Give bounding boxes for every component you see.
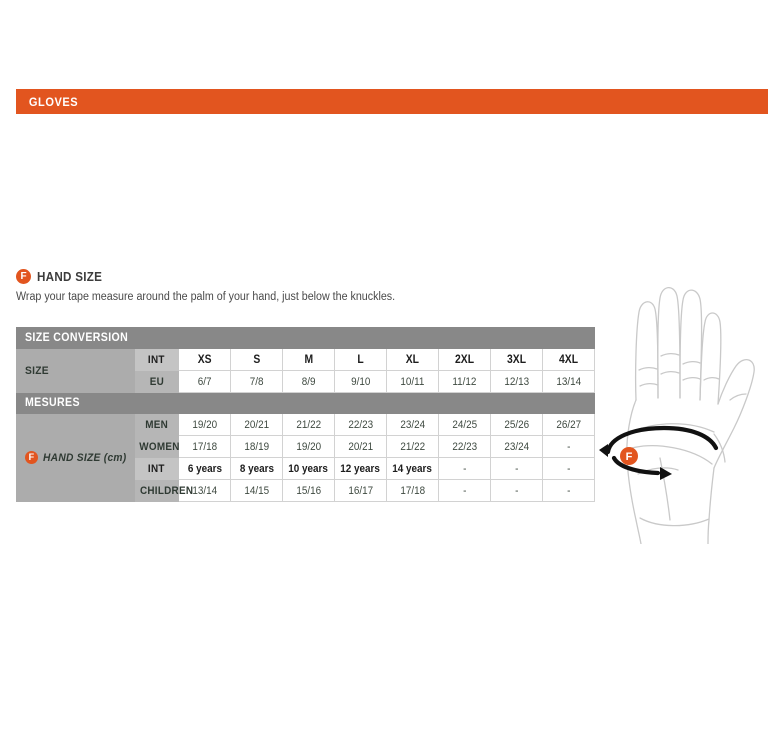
group-label-size: SIZE	[16, 348, 135, 393]
cell: 15/16	[282, 479, 335, 502]
header-title: GLOVES	[28, 94, 79, 109]
f-badge-icon: F	[16, 269, 31, 284]
table-row: F HAND SIZE (cm) MEN 19/20 20/21 21/22 2…	[16, 413, 596, 502]
size-conversion-table: SIZE CONVERSION SIZE INT XS S M L XL 2XL…	[15, 327, 596, 502]
gloves-header-bar: GLOVES	[16, 89, 768, 114]
hand-measurement-diagram: F	[596, 252, 768, 545]
cell: 6/7	[178, 370, 231, 393]
cell: -	[490, 457, 543, 480]
cell: 22/23	[334, 413, 387, 436]
cell: 21/22	[282, 413, 335, 436]
banner-size-conversion: SIZE CONVERSION	[15, 327, 596, 349]
row-label-int-adult: INT	[134, 348, 179, 371]
cell: 17/18	[386, 479, 439, 502]
cell: 24/25	[438, 413, 491, 436]
cell: 12 years	[334, 457, 387, 480]
cell: 20/21	[230, 413, 283, 436]
cell: 12/13	[490, 370, 543, 393]
section-title: HAND SIZE	[37, 269, 103, 284]
group-label-hand-size: F HAND SIZE (cm)	[16, 413, 135, 502]
hand-illustration-icon: F	[599, 286, 755, 545]
cell: 9/10	[334, 370, 387, 393]
cell: 19/20	[178, 413, 231, 436]
cell: 3XL	[490, 348, 543, 371]
arrow-left-icon	[599, 444, 608, 457]
table-row: EU 6/7 7/8 8/9 9/10 10/11 11/12 12/13 13…	[17, 370, 596, 393]
table-row: CHILDREN 13/14 14/15 15/16 16/17 17/18 -…	[17, 479, 596, 502]
cell: 8 years	[230, 457, 283, 480]
cell: 19/20	[282, 435, 335, 458]
cell: 22/23	[438, 435, 491, 458]
group-hand-size-text: HAND SIZE (cm)	[43, 451, 127, 464]
cell: 4XL	[541, 348, 596, 371]
row-label-eu: EU	[134, 370, 179, 393]
row-label-int-children: INT	[134, 457, 179, 480]
hand-size-heading: F HAND SIZE	[16, 269, 107, 284]
f-badge-label: F	[626, 451, 633, 463]
banner-measures: MESURES	[15, 392, 596, 414]
row-label-children: CHILDREN	[134, 479, 193, 502]
cell: 21/22	[386, 435, 439, 458]
row-label-men: MEN	[134, 413, 179, 436]
cell: -	[541, 479, 596, 502]
cell: 2XL	[438, 348, 491, 371]
banner-size-conversion-label: SIZE CONVERSION	[25, 332, 129, 344]
cell: 14 years	[386, 457, 439, 480]
cell: L	[334, 348, 387, 371]
f-badge-icon: F	[25, 451, 38, 464]
group-size-text: SIZE	[25, 364, 49, 377]
f-badge-icon	[620, 447, 638, 465]
cell: 6 years	[178, 457, 231, 480]
cell: 20/21	[334, 435, 387, 458]
cell: 18/19	[230, 435, 283, 458]
row-label-women: WOMEN	[134, 435, 179, 458]
cell: M	[282, 348, 335, 371]
cell: 10 years	[282, 457, 335, 480]
cell: XL	[386, 348, 439, 371]
cell: 23/24	[490, 435, 543, 458]
cell: -	[541, 435, 596, 458]
cell: -	[541, 457, 596, 480]
cell: -	[438, 457, 491, 480]
cell: 26/27	[541, 413, 596, 436]
cell: 14/15	[230, 479, 283, 502]
cell: 23/24	[386, 413, 439, 436]
table-row: SIZE INT XS S M L XL 2XL 3XL 4XL	[16, 348, 596, 393]
cell: -	[438, 479, 491, 502]
cell: 7/8	[230, 370, 283, 393]
cell: XS	[178, 348, 231, 371]
cell: 8/9	[282, 370, 335, 393]
banner-measures-label: MESURES	[25, 397, 80, 409]
cell: 13/14	[178, 479, 231, 502]
cell: 17/18	[178, 435, 231, 458]
cell: 25/26	[490, 413, 543, 436]
arrow-right-icon	[660, 467, 672, 480]
table-row: INT 6 years 8 years 10 years 12 years 14…	[17, 457, 596, 480]
section-instruction: Wrap your tape measure around the palm o…	[16, 291, 396, 303]
cell: S	[230, 348, 283, 371]
cell: -	[490, 479, 543, 502]
cell: 13/14	[541, 370, 596, 393]
cell: 16/17	[334, 479, 387, 502]
table-row: WOMEN 17/18 18/19 19/20 20/21 21/22 22/2…	[17, 435, 596, 458]
cell: 10/11	[386, 370, 439, 393]
cell: 11/12	[438, 370, 491, 393]
